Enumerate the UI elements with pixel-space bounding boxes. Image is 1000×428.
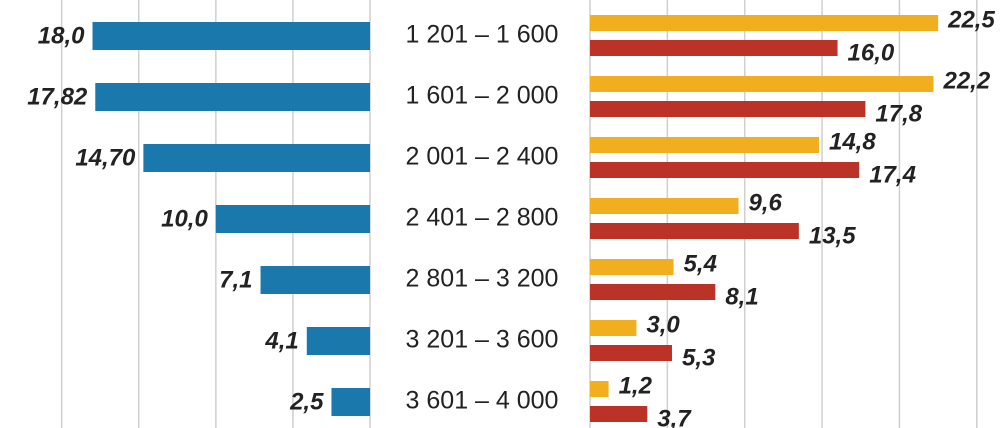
value-label: 18,0 [38,22,85,49]
category-label: 1 201 – 1 600 [406,21,559,49]
bar [590,137,819,153]
value-label: 17,82 [27,83,88,110]
value-label: 14,70 [75,144,136,171]
value-label: 13,5 [809,222,856,249]
bar [590,259,674,275]
value-label: 14,8 [829,128,876,155]
bar [590,76,934,92]
bar [590,284,716,300]
value-label: 5,3 [682,344,716,371]
value-label: 10,0 [161,205,208,232]
category-label: 1 601 – 2 000 [406,82,559,110]
bar [590,162,860,178]
value-label: 17,8 [875,100,922,127]
bar [143,144,370,172]
bar [590,345,672,361]
category-label: 2 001 – 2 400 [406,143,559,171]
bar [590,198,739,214]
bar [306,327,370,355]
value-label: 4,1 [264,327,298,354]
bar [590,40,838,56]
bar [590,320,637,336]
bar [590,381,609,397]
bar [215,205,370,233]
value-label: 16,0 [848,39,895,66]
value-label: 3,7 [657,405,692,428]
value-label: 2,5 [289,388,324,415]
bar [590,15,939,31]
bar [590,101,866,117]
category-label: 3 201 – 3 600 [406,326,559,354]
bar [590,406,648,422]
value-label: 8,1 [725,283,758,310]
value-label: 3,0 [646,311,680,338]
value-label: 22,2 [942,67,990,94]
bar [92,22,370,50]
value-label: 17,4 [869,161,916,188]
category-label: 2 401 – 2 800 [406,204,559,232]
value-label: 5,4 [684,250,717,277]
bar [590,223,799,239]
value-label: 7,1 [219,266,252,293]
bar [260,266,370,294]
bar [95,83,371,111]
value-label: 22,5 [947,6,995,33]
bar [331,388,370,416]
value-label: 9,6 [749,189,783,216]
category-label: 2 801 – 3 200 [406,265,559,293]
category-label: 3 601 – 4 000 [406,387,559,415]
value-label: 1,2 [619,372,653,399]
